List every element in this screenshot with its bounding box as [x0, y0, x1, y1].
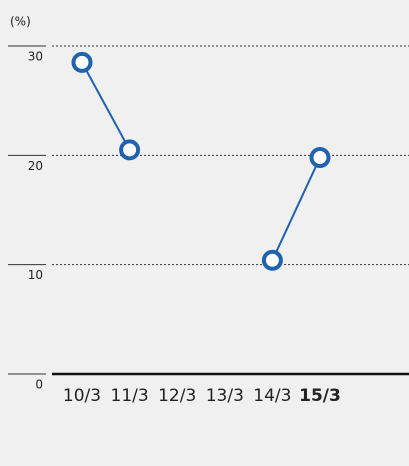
x-tick-label: 14/3: [253, 386, 291, 406]
marker: [261, 249, 283, 271]
x-tick-label: 10/3: [63, 386, 101, 406]
marker: [71, 51, 93, 73]
y-tick-label: 10: [28, 268, 43, 282]
y-tick-label: 0: [35, 378, 43, 392]
y-tick-label: 30: [28, 50, 43, 64]
line: [81, 61, 321, 261]
y-axis-label: (%): [10, 15, 31, 29]
marker: [119, 139, 141, 161]
x-tick-label: 12/3: [158, 386, 196, 406]
y-tick-label: 20: [28, 159, 43, 173]
x-tick-label: 13/3: [206, 386, 244, 406]
x-tick-label: 15/3: [299, 386, 341, 406]
x-tick-label: 11/3: [111, 386, 149, 406]
marker: [309, 147, 331, 169]
